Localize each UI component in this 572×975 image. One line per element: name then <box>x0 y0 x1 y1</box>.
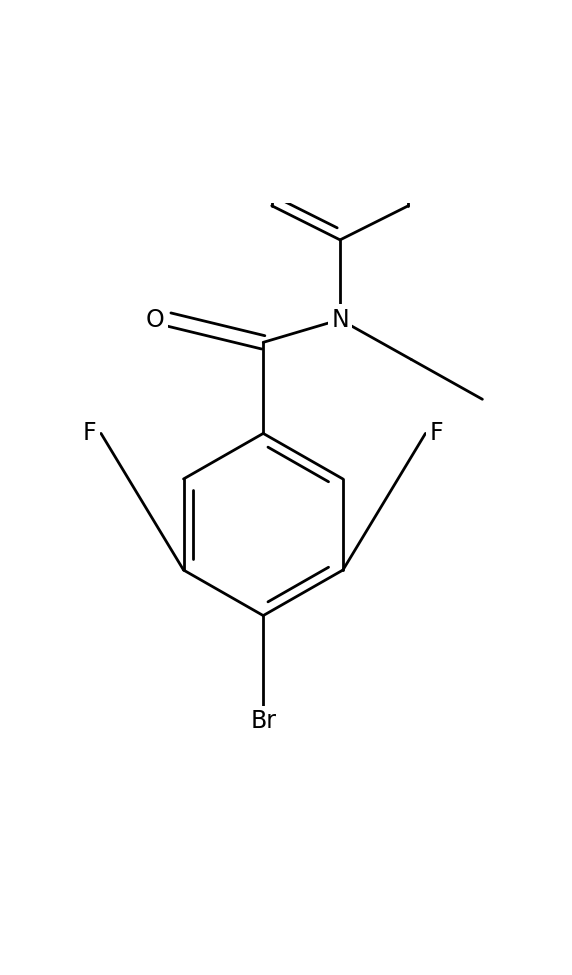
Text: O: O <box>146 307 165 332</box>
Text: N: N <box>331 307 349 332</box>
Text: Br: Br <box>250 710 276 733</box>
Text: F: F <box>83 421 97 446</box>
Text: F: F <box>430 421 444 446</box>
